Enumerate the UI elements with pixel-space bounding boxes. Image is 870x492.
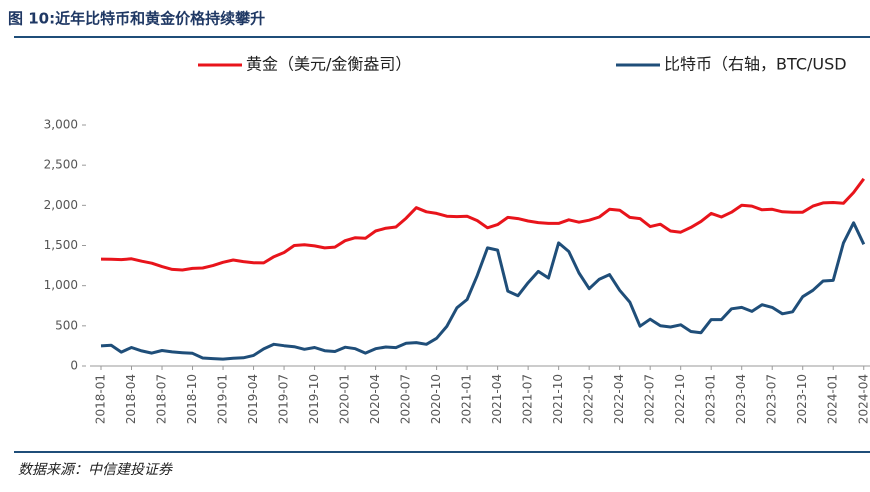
x-tick-label: 2021-01 bbox=[460, 374, 474, 424]
x-tick-label: 2018-10 bbox=[185, 374, 199, 424]
x-tick-label: 2023-07 bbox=[765, 374, 779, 424]
legend: 黄金（美元/金衡盎司） 比特币（右轴，BTC/USD bbox=[198, 55, 847, 74]
y-tick-label: 0 bbox=[70, 359, 78, 373]
x-tick-label: 2019-10 bbox=[307, 374, 321, 424]
y-tick-label: 3,000 bbox=[44, 118, 78, 132]
x-tick-label: 2024-04 bbox=[856, 374, 870, 424]
x-tick-label: 2021-04 bbox=[490, 374, 504, 424]
legend-label: 黄金（美元/金衡盎司） bbox=[246, 55, 411, 74]
x-tick-label: 2020-10 bbox=[429, 374, 443, 424]
x-tick-label: 2022-10 bbox=[673, 374, 687, 424]
x-tick-label: 2022-01 bbox=[582, 374, 596, 424]
y-tick-label: 1,000 bbox=[44, 278, 78, 292]
y-tick-label: 2,500 bbox=[44, 158, 78, 172]
y-tick-label: 500 bbox=[55, 318, 78, 332]
chart-title: 图 10:近年比特币和黄金价格持续攀升 bbox=[8, 10, 265, 28]
x-tick-label: 2019-07 bbox=[277, 374, 291, 424]
x-tick-label: 2023-01 bbox=[704, 374, 718, 424]
x-tick-label: 2022-04 bbox=[612, 374, 626, 424]
x-tick-label: 2019-01 bbox=[216, 374, 230, 424]
x-tick-label: 2020-01 bbox=[338, 374, 352, 424]
series-line bbox=[100, 221, 866, 361]
y-tick-label: 1,500 bbox=[44, 238, 78, 252]
x-tick-label: 2018-07 bbox=[155, 374, 169, 424]
x-tick-label: 2018-04 bbox=[124, 374, 138, 424]
x-tick-label: 2021-07 bbox=[521, 374, 535, 424]
x-tick-label: 2018-01 bbox=[94, 374, 108, 424]
x-tick-label: 2022-07 bbox=[643, 374, 657, 424]
y-tick-label: 2,000 bbox=[44, 198, 78, 212]
legend-label: 比特币（右轴，BTC/USD bbox=[664, 55, 847, 74]
x-tick-label: 2021-10 bbox=[551, 374, 565, 424]
source-note: 数据来源：中信建投证券 bbox=[18, 462, 173, 478]
series-line bbox=[100, 177, 866, 272]
x-tick-label: 2023-04 bbox=[734, 374, 748, 424]
x-tick-label: 2019-04 bbox=[246, 374, 260, 424]
x-tick-label: 2020-04 bbox=[368, 374, 382, 424]
x-tick-label: 2023-10 bbox=[795, 374, 809, 424]
x-tick-label: 2020-07 bbox=[399, 374, 413, 424]
x-tick-label: 2024-01 bbox=[826, 374, 840, 424]
